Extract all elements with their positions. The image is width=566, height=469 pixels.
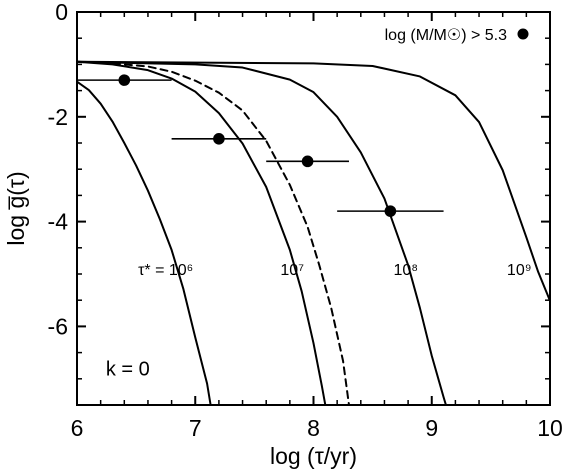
marker-3 — [384, 205, 397, 217]
legend-label: log (M/M☉) > 5.3 — [385, 27, 507, 44]
series-line-3 — [77, 60, 447, 405]
legend-marker — [517, 28, 529, 40]
curve-label-3: 10⁸ — [393, 262, 418, 279]
data-point-3 — [337, 205, 444, 217]
marker-2 — [301, 155, 314, 168]
curve-label-4: 10⁹ — [507, 262, 532, 279]
y-tick-label-1: -2 — [48, 104, 68, 130]
y-tick-label-0: 0 — [55, 0, 68, 25]
data-point-2 — [266, 155, 349, 168]
annotation-0: k = 0 — [106, 358, 150, 380]
legend: log (M/M☉) > 5.3 — [385, 27, 529, 44]
x-tick-label-3: 9 — [425, 415, 438, 441]
y-tick-label-3: -6 — [48, 313, 68, 339]
marker-0 — [118, 74, 131, 86]
y-tick-label-2: -4 — [48, 209, 69, 235]
curves-group — [77, 60, 550, 405]
data-point-1 — [171, 133, 267, 145]
series-line-1 — [77, 60, 327, 405]
x-tick-label-2: 8 — [307, 415, 320, 441]
series-line-2 — [77, 60, 350, 405]
x-tick-label-4: 10 — [537, 415, 563, 441]
x-tick-label-1: 7 — [189, 415, 202, 441]
series-line-0 — [77, 80, 212, 405]
curve-label-1: 10⁷ — [280, 262, 304, 279]
x-tick-label-0: 6 — [71, 415, 84, 441]
x-axis-label: log (τ/yr) — [270, 443, 357, 469]
curve-label-0: τ* = 10⁶ — [138, 262, 193, 279]
data-point-0 — [77, 74, 172, 86]
y-axis-label: log g̅(τ) — [3, 171, 29, 245]
series-line-4 — [77, 60, 550, 302]
marker-1 — [213, 133, 225, 145]
